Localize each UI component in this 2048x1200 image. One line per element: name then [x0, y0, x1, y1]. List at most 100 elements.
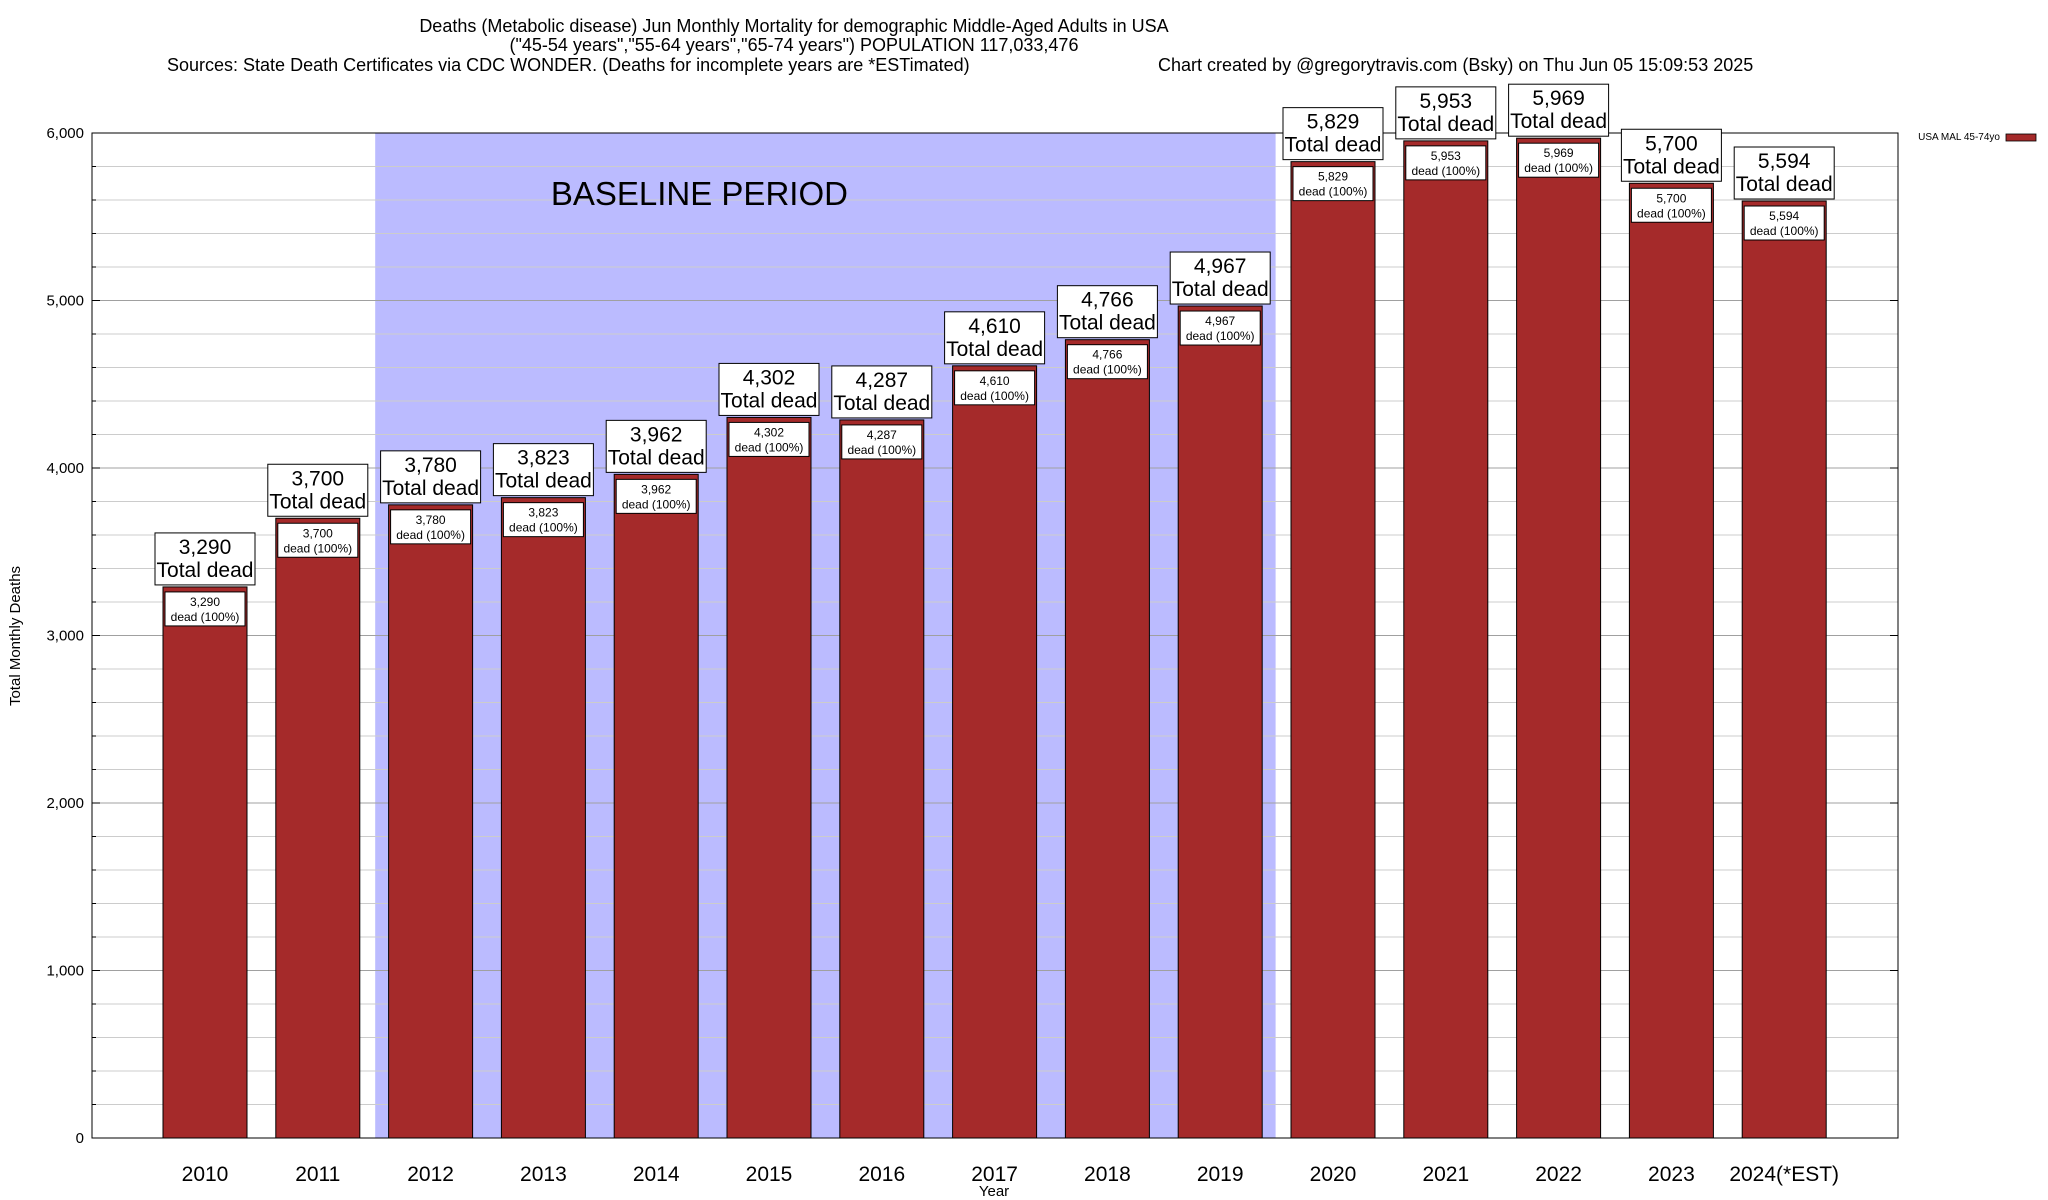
- x-tick-label: 2024(*EST): [1729, 1163, 1839, 1186]
- inner-percent-label: dead (100%): [509, 521, 578, 535]
- total-label-box: [154, 532, 256, 586]
- inner-label-box: [1292, 166, 1374, 202]
- legend-label: USA MAL 45-74yo: [1918, 132, 2000, 143]
- total-value-label: 3,823: [517, 447, 570, 470]
- total-value-label: 3,700: [292, 467, 345, 490]
- x-tick-label: 2018: [1084, 1163, 1131, 1186]
- total-dead-label: Total dead: [946, 338, 1043, 361]
- inner-value-label: 4,302: [754, 425, 784, 439]
- sources-note: Sources: State Death Certificates via CD…: [167, 55, 970, 75]
- total-dead-label: Total dead: [1736, 173, 1833, 196]
- inner-value-label: 5,594: [1769, 209, 1799, 223]
- bars: [162, 137, 1827, 1139]
- x-axis-title: Year: [979, 1183, 1009, 1200]
- inner-label-box: [954, 370, 1036, 406]
- x-tick-label: 2011: [295, 1163, 340, 1186]
- inner-percent-label: dead (100%): [171, 610, 240, 624]
- bar: [1741, 200, 1827, 1139]
- total-value-label: 5,829: [1307, 111, 1360, 134]
- inner-label-box: [502, 502, 584, 538]
- y-tick-label: 6,000: [46, 125, 84, 142]
- chart-title: Deaths (Metabolic disease) Jun Monthly M…: [419, 16, 1168, 36]
- inner-value-label: 5,969: [1544, 146, 1574, 160]
- total-label-box: [831, 365, 933, 419]
- total-value-label: 4,766: [1081, 289, 1134, 312]
- inner-percent-label: dead (100%): [1750, 224, 1819, 238]
- total-value-label: 5,969: [1532, 87, 1585, 110]
- x-tick-label: 2010: [182, 1163, 229, 1186]
- inner-value-label: 5,829: [1318, 170, 1348, 184]
- inner-label-box: [1066, 344, 1148, 380]
- inner-percent-label: dead (100%): [1411, 164, 1480, 178]
- inner-value-label: 4,287: [867, 428, 897, 442]
- total-label-box: [718, 362, 820, 416]
- total-value-label: 5,700: [1645, 132, 1698, 155]
- inner-label-box: [1405, 145, 1487, 181]
- bar: [1177, 305, 1263, 1139]
- total-dead-label: Total dead: [382, 477, 479, 500]
- bar: [1403, 140, 1489, 1139]
- x-tick-label: 2013: [520, 1163, 567, 1186]
- total-value-label: 5,953: [1420, 90, 1473, 113]
- bar: [500, 497, 586, 1139]
- total-value-label: 4,287: [856, 369, 909, 392]
- total-value-label: 4,610: [968, 315, 1021, 338]
- chart-subtitle: ("45-54 years","55-64 years","65-74 year…: [510, 35, 1079, 55]
- total-dead-label: Total dead: [495, 470, 592, 493]
- inner-value-label: 3,290: [190, 595, 220, 609]
- inner-label-box: [1630, 187, 1712, 223]
- total-label-box: [605, 419, 707, 473]
- total-label-box: [267, 463, 369, 517]
- total-dead-label: Total dead: [1285, 134, 1382, 157]
- total-label-box: [492, 443, 594, 497]
- inner-value-label: 3,700: [303, 526, 333, 540]
- total-value-label: 4,302: [743, 366, 796, 389]
- total-dead-label: Total dead: [1397, 113, 1494, 136]
- x-tick-label: 2021: [1422, 1163, 1469, 1186]
- y-tick-label: 0: [76, 1130, 84, 1147]
- inner-value-label: 5,953: [1431, 149, 1461, 163]
- x-tick-label: 2022: [1535, 1163, 1582, 1186]
- total-label-box: [1395, 86, 1497, 140]
- bar: [726, 416, 812, 1139]
- inner-label-box: [1179, 310, 1261, 346]
- inner-percent-label: dead (100%): [960, 389, 1029, 403]
- total-dead-label: Total dead: [608, 446, 705, 469]
- inner-percent-label: dead (100%): [1637, 206, 1706, 220]
- bar: [839, 419, 925, 1139]
- inner-label-box: [164, 591, 246, 627]
- inner-percent-label: dead (100%): [396, 528, 465, 542]
- inner-label-box: [728, 421, 810, 457]
- total-label-box: [1169, 251, 1271, 305]
- inner-label-box: [277, 522, 359, 558]
- inner-value-label: 3,780: [416, 513, 446, 527]
- x-tick-label: 2016: [858, 1163, 905, 1186]
- chart-credit: Chart created by @gregorytravis.com (Bsk…: [1158, 55, 1753, 75]
- inner-percent-label: dead (100%): [1073, 363, 1142, 377]
- x-tick-label: 2019: [1197, 1163, 1244, 1186]
- inner-value-label: 4,610: [980, 374, 1010, 388]
- total-value-label: 3,290: [179, 536, 232, 559]
- total-dead-label: Total dead: [1510, 110, 1607, 133]
- x-tick-label: 2020: [1310, 1163, 1357, 1186]
- axes: 0 1,000 2,000 3,000 4,000 5,000 6,000 2010 2011 2…: [46, 125, 1898, 1186]
- total-label-box: [1733, 146, 1835, 200]
- total-value-label: 4,967: [1194, 255, 1247, 278]
- total-value-label: 5,594: [1758, 150, 1811, 173]
- bar: [1290, 161, 1376, 1139]
- total-dead-label: Total dead: [157, 559, 254, 582]
- inner-value-label: 4,967: [1205, 314, 1235, 328]
- inner-value-label: 4,766: [1092, 348, 1122, 362]
- y-tick-label: 5,000: [46, 293, 84, 310]
- y-tick-label: 4,000: [46, 460, 84, 477]
- total-dead-label: Total dead: [269, 490, 366, 513]
- x-tick-label: 2017: [971, 1163, 1018, 1186]
- inner-label-box: [390, 509, 472, 545]
- x-tick-label: 2014: [633, 1163, 680, 1186]
- inner-value-label: 5,700: [1656, 191, 1686, 205]
- x-tick-label: 2012: [407, 1163, 454, 1186]
- bar: [162, 586, 248, 1139]
- inner-percent-label: dead (100%): [1186, 329, 1255, 343]
